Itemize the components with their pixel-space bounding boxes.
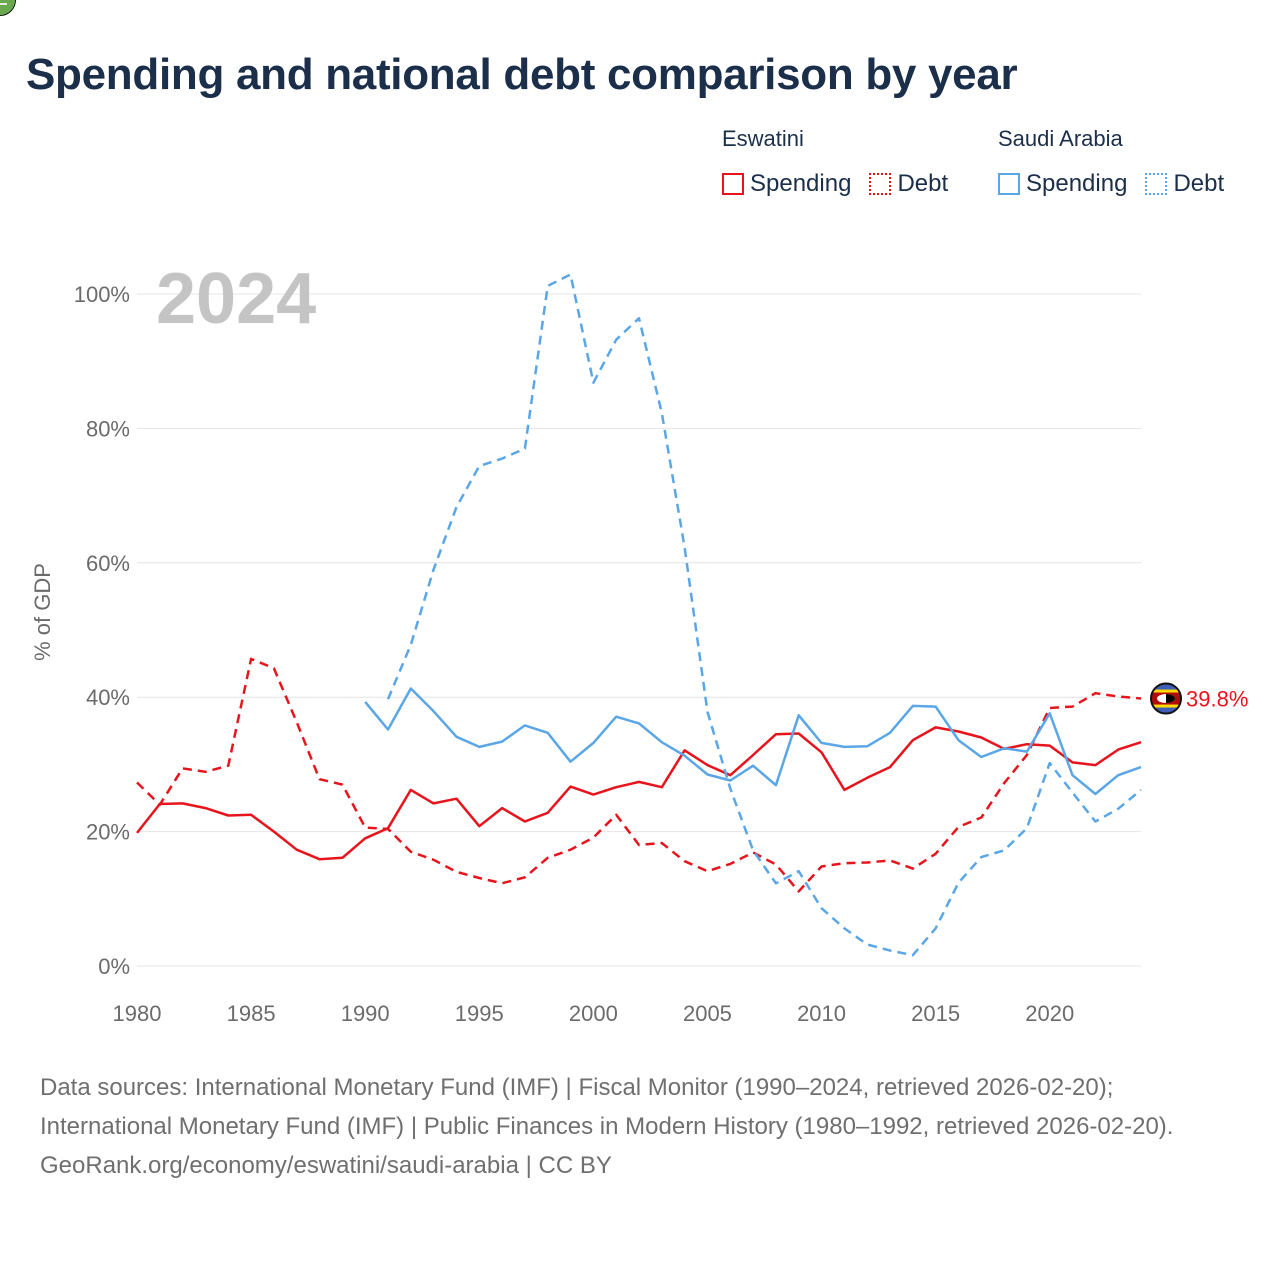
end-value-label: 39.8% [1186, 687, 1248, 712]
x-tick-label: 2015 [911, 1001, 960, 1026]
y-tick-label: 20% [86, 820, 130, 845]
x-tick-label: 2005 [683, 1001, 732, 1026]
x-tick-label: 1980 [113, 1001, 162, 1026]
end-value-label: 26.2% [1186, 0, 1248, 5]
legend-swatch-dotted-icon [869, 173, 892, 195]
footer: Data sources: International Monetary Fun… [40, 1068, 1240, 1185]
legend-label: Debt [1173, 170, 1225, 197]
y-axis: 0% 20% 40% 60% 80% 100% [74, 282, 130, 979]
y-tick-label: 40% [86, 685, 130, 710]
series-line-eswatini-debt[interactable] [136, 657, 1142, 893]
legend-label: Spending [1026, 170, 1128, 197]
legend-item-saudi-arabia-spending[interactable]: Spending [998, 170, 1127, 198]
y-tick-label: 80% [86, 416, 130, 441]
series-line-eswatini-spending[interactable] [136, 726, 1142, 861]
legend-item-eswatini-debt[interactable]: Debt [869, 170, 948, 198]
legend-country-eswatini: Eswatini [722, 126, 804, 151]
chart-area: 2024 0% 20% 40% 60% 80% 100% 1980 1985 1990 1995… [0, 0, 1248, 1026]
eswatini-flag-icon [1150, 682, 1182, 715]
x-tick-label: 1995 [455, 1001, 504, 1026]
legend-item-eswatini-spending[interactable]: Spending [722, 170, 851, 198]
x-tick-label: 1985 [227, 1001, 276, 1026]
legend-label: Debt [897, 170, 949, 197]
legend-group-saudi-arabia: Saudi Arabia Spending Debt [998, 126, 1224, 198]
series-lines [136, 273, 1142, 957]
chart-title: Spending and national debt comparison by… [26, 50, 1018, 99]
x-tick-label: 2010 [797, 1001, 846, 1026]
data-sources: Data sources: International Monetary Fun… [40, 1074, 1174, 1140]
legend-group-eswatini: Eswatini Spending Debt [722, 126, 966, 198]
end-label-group: 29.6% [0, 0, 1248, 15]
end-label-group: 39.8% [1150, 682, 1248, 715]
x-axis: 1980 1985 1990 1995 2000 2005 2010 2015 2020 [113, 1001, 1075, 1026]
end-label-group: 26.2% [0, 0, 1248, 15]
y-tick-label: 0% [98, 954, 130, 979]
end-value-label: 33.3% [1186, 0, 1248, 5]
end-value-label: 29.6% [1186, 0, 1248, 5]
x-tick-label: 1990 [341, 1001, 390, 1026]
legend-swatch-solid-icon [998, 173, 1020, 195]
gridlines [137, 293, 1141, 967]
series-line-saudi-arabia-spending[interactable] [364, 687, 1142, 796]
end-label-group: 33.3% [0, 0, 1248, 16]
x-tick-label: 2000 [569, 1001, 618, 1026]
legend-swatch-dotted-icon [1145, 173, 1168, 195]
y-axis-title: % of GDP [30, 563, 55, 661]
end-labels: 39.8% 33.3%29.6%26.2% [0, 0, 1248, 715]
current-year-label: 2024 [156, 259, 316, 339]
legend-swatch-solid-icon [722, 173, 744, 195]
legend-label: Spending [750, 170, 852, 197]
legend-country-saudi-arabia: Saudi Arabia [998, 126, 1123, 151]
y-tick-label: 100% [74, 282, 130, 307]
saudi-arabia-flag-icon [0, 0, 15, 15]
x-tick-label: 2020 [1025, 1001, 1074, 1026]
legend-item-saudi-arabia-debt[interactable]: Debt [1145, 170, 1224, 198]
y-tick-label: 60% [86, 551, 130, 576]
series-line-saudi-arabia-debt[interactable] [386, 273, 1142, 957]
credit-link[interactable]: GeoRank.org/economy/eswatini/saudi-arabi… [40, 1152, 612, 1179]
